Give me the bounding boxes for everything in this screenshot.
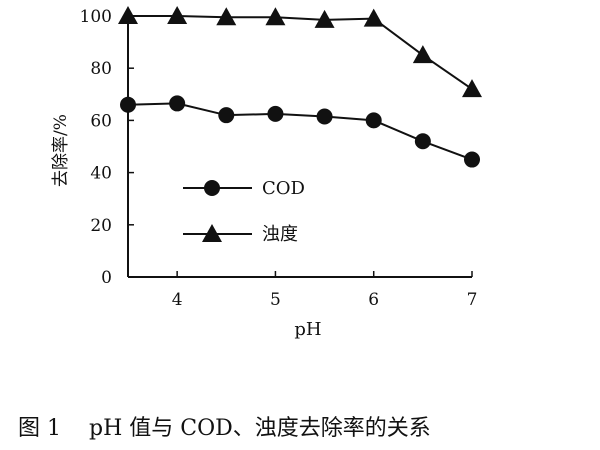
legend-marker: [204, 180, 220, 196]
cod-point: [414, 133, 431, 150]
y-tick-label: 20: [90, 216, 112, 236]
x-tick-label: 4: [172, 290, 183, 310]
cod-point: [169, 95, 186, 112]
cod-point: [218, 107, 235, 124]
legend-label: COD: [262, 178, 305, 199]
figure-number: 图 1: [18, 416, 61, 441]
y-axis-label: 去除率/%: [51, 114, 71, 187]
turbidity-point: [462, 79, 482, 98]
cod-point: [267, 105, 284, 122]
series-line-cod: [127, 102, 473, 161]
chart: 0 20 40 60 80 100 4 5 6 7 pH 去除率/% COD 浊度: [51, 6, 482, 340]
y-tick-label: 100: [80, 7, 112, 27]
x-tick-label: 5: [270, 290, 281, 310]
figure-caption: 图 1 pH 值与 COD、浊度去除率的关系: [18, 410, 431, 442]
y-tick-label: 60: [90, 111, 112, 131]
cod-point: [316, 108, 333, 125]
cod-point: [120, 96, 136, 113]
turbidity-point: [314, 9, 335, 28]
turbidity-point: [412, 45, 433, 64]
turbidity-point: [167, 6, 188, 24]
x-tick-label: 6: [368, 290, 379, 310]
y-tick-label: 0: [101, 268, 112, 288]
y-tick-label: 80: [90, 59, 112, 79]
series-line-turbidity: [128, 15, 473, 90]
cod-point: [365, 112, 382, 129]
x-axis-label: pH: [294, 319, 321, 340]
turbidity-point: [118, 6, 138, 24]
cod-point: [464, 151, 480, 168]
y-tick-label: 40: [90, 164, 112, 184]
x-tick-label: 7: [467, 290, 478, 310]
chart-svg: 0 20 40 60 80 100 4 5 6 7 pH 去除率/% COD 浊度: [51, 6, 482, 340]
legend-label: 浊度: [262, 224, 298, 245]
turbidity-point: [216, 7, 237, 26]
turbidity-point: [363, 8, 384, 27]
turbidity-point: [265, 7, 286, 26]
figure-caption-text: pH 值与 COD、浊度去除率的关系: [89, 416, 431, 441]
legend-marker: [202, 224, 222, 242]
